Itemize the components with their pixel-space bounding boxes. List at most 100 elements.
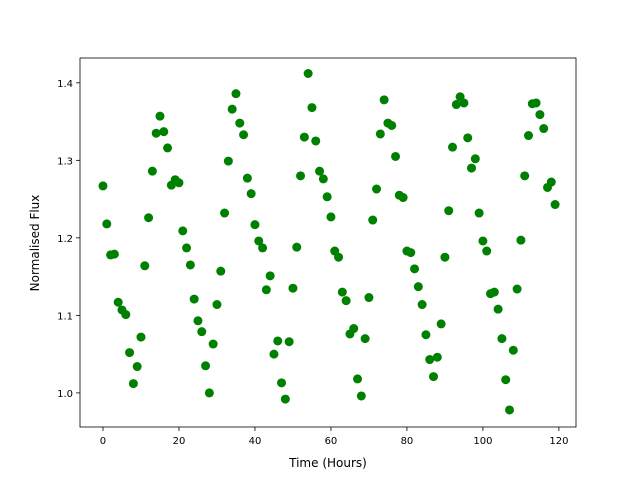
point <box>413 282 423 292</box>
point <box>136 332 146 342</box>
point <box>98 181 108 191</box>
point <box>535 110 545 120</box>
point <box>258 243 268 253</box>
point <box>227 104 237 114</box>
point <box>318 174 328 184</box>
point <box>303 69 313 79</box>
point <box>501 375 511 385</box>
point <box>296 171 306 181</box>
point <box>307 103 317 113</box>
point <box>387 120 397 130</box>
point <box>406 248 416 258</box>
point <box>436 319 446 329</box>
point <box>250 220 260 230</box>
x-tick-label: 100 <box>473 436 492 447</box>
point <box>132 362 142 372</box>
x-tick-label: 120 <box>549 436 568 447</box>
y-tick-label: 1.3 <box>57 156 73 167</box>
point <box>368 215 378 225</box>
point <box>516 235 526 245</box>
point <box>356 391 366 401</box>
point <box>185 260 195 270</box>
point <box>128 379 138 389</box>
point <box>174 178 184 188</box>
point <box>261 285 271 295</box>
point <box>235 118 245 128</box>
point <box>265 271 275 281</box>
point <box>155 111 165 121</box>
point <box>216 266 226 276</box>
point <box>440 252 450 262</box>
point <box>360 334 370 344</box>
point <box>212 300 222 310</box>
point <box>121 310 131 320</box>
x-tick-label: 0 <box>100 436 106 447</box>
point <box>204 388 214 398</box>
point <box>201 361 211 371</box>
point <box>425 355 435 365</box>
point <box>311 136 321 146</box>
point <box>520 171 530 181</box>
point <box>364 293 374 303</box>
y-tick-label: 1.2 <box>57 234 73 245</box>
point <box>208 339 218 349</box>
point <box>284 337 294 347</box>
point <box>341 296 351 306</box>
y-tick-label: 1.4 <box>57 79 73 90</box>
point <box>539 124 549 134</box>
point <box>178 226 188 236</box>
point <box>144 213 154 223</box>
point <box>193 316 203 326</box>
point <box>269 349 279 359</box>
point <box>277 378 287 388</box>
point <box>113 297 123 307</box>
point <box>280 394 290 404</box>
point <box>220 208 230 218</box>
point <box>223 156 233 166</box>
point <box>482 246 492 256</box>
y-tick-label: 1.0 <box>57 389 73 400</box>
point <box>140 261 150 271</box>
point <box>109 249 119 259</box>
x-tick-label: 60 <box>325 436 338 447</box>
point <box>410 264 420 274</box>
point <box>182 243 192 253</box>
point <box>159 127 169 137</box>
point <box>448 142 458 152</box>
x-tick-label: 20 <box>173 436 186 447</box>
point <box>512 284 522 294</box>
point <box>102 219 112 229</box>
point <box>197 327 207 337</box>
point <box>463 133 473 143</box>
point <box>163 143 173 153</box>
point <box>239 130 249 140</box>
point <box>493 304 503 314</box>
point <box>125 348 135 358</box>
point <box>151 128 161 138</box>
y-tick-label: 1.1 <box>57 311 73 322</box>
point <box>189 294 199 304</box>
point <box>375 129 385 139</box>
plot-frame <box>79 57 577 428</box>
point <box>467 163 477 173</box>
point <box>273 336 283 346</box>
point <box>421 330 431 340</box>
point <box>322 192 332 202</box>
point <box>508 345 518 355</box>
point <box>417 300 427 310</box>
point <box>288 283 298 293</box>
point <box>497 334 507 344</box>
point <box>478 236 488 246</box>
x-axis-label: Time (Hours) <box>288 456 367 470</box>
point <box>398 193 408 203</box>
point <box>550 200 560 210</box>
point <box>292 242 302 252</box>
point <box>459 98 469 108</box>
point <box>489 287 499 297</box>
point <box>349 324 359 334</box>
point <box>337 287 347 297</box>
point <box>326 212 336 222</box>
x-tick-label: 40 <box>249 436 262 447</box>
point <box>379 95 389 105</box>
point <box>432 352 442 362</box>
